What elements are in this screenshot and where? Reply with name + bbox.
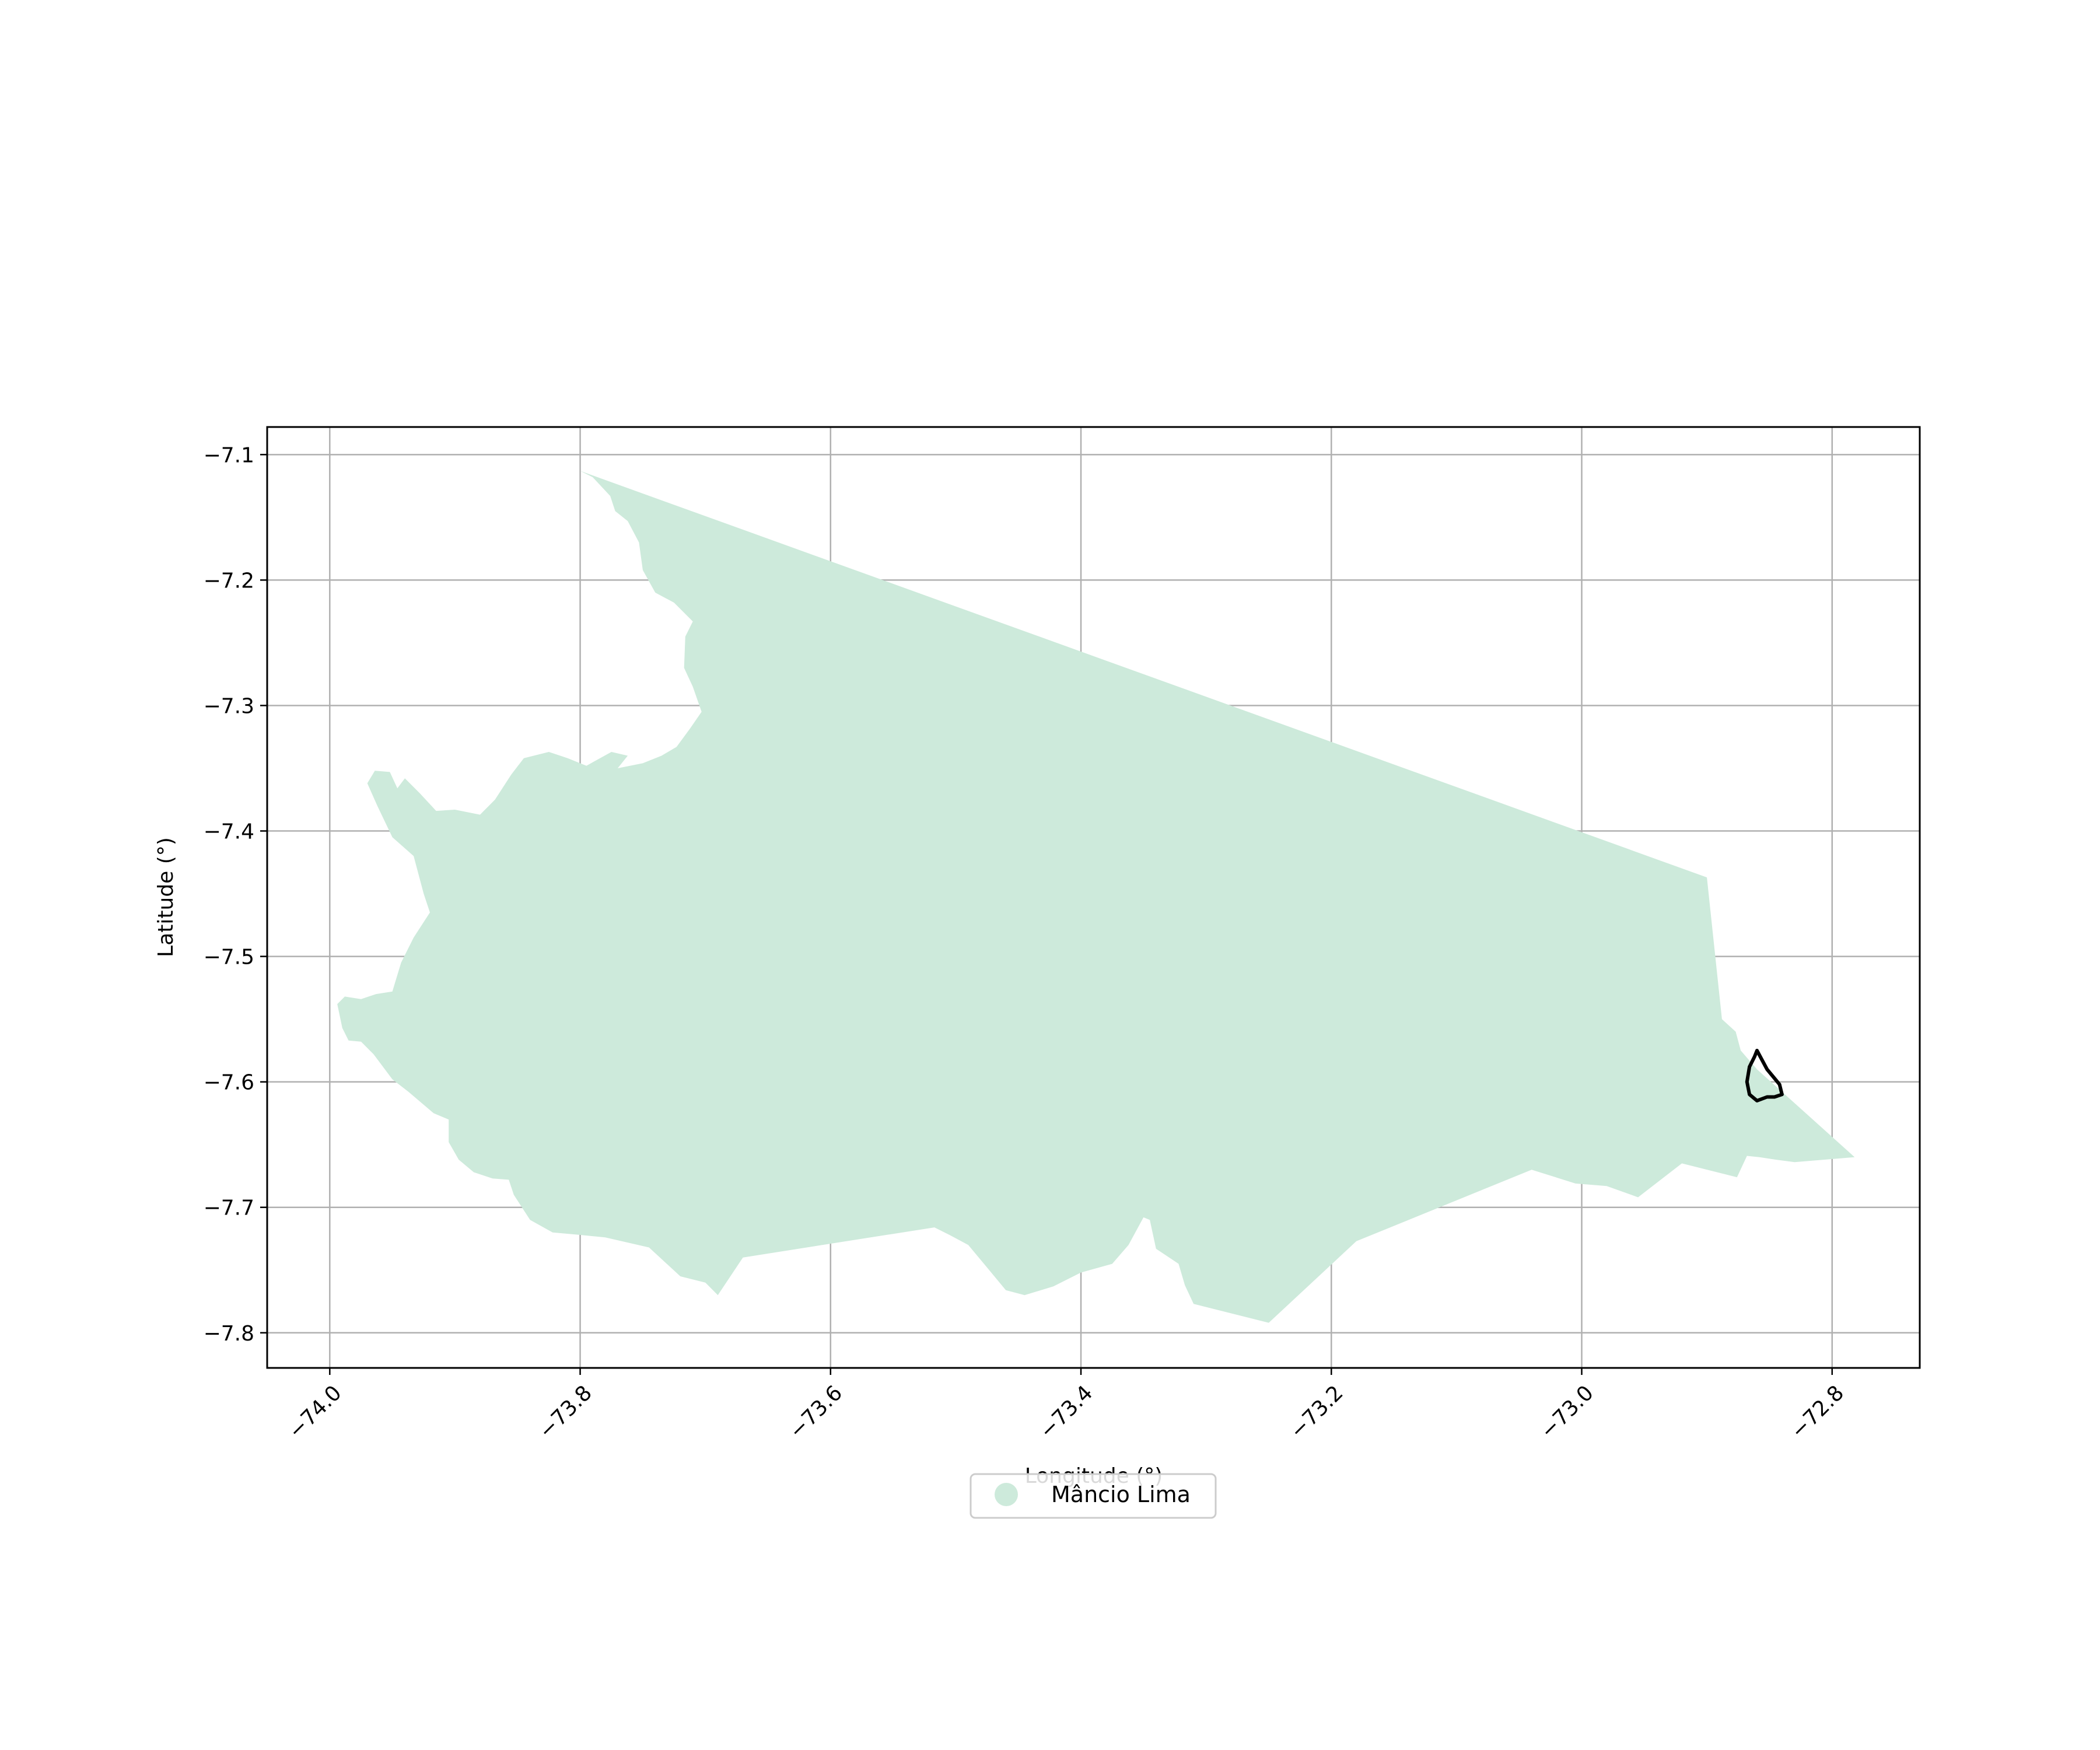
plot-frame — [266, 426, 1921, 1369]
legend: Mâncio Lima — [970, 1473, 1217, 1519]
map-regions — [337, 471, 1855, 1323]
y-axis-label: Latitude (°) — [154, 837, 178, 957]
y-tick-label: −7.2 — [204, 569, 254, 593]
region-outline — [1745, 1048, 1784, 1102]
y-tick-label: −7.8 — [204, 1322, 254, 1346]
legend-label: Mâncio Lima — [1051, 1482, 1191, 1507]
y-tick-label: −7.3 — [204, 694, 254, 718]
y-tick-label: −7.7 — [204, 1196, 254, 1220]
y-tick-label: −7.5 — [204, 946, 254, 970]
y-tick-label: −7.4 — [204, 820, 254, 844]
legend-box — [970, 1473, 1217, 1519]
legend-marker — [995, 1483, 1018, 1506]
y-tick-label: −7.1 — [204, 443, 254, 467]
region-municipality — [337, 471, 1855, 1323]
y-tick-label: −7.6 — [204, 1071, 254, 1095]
